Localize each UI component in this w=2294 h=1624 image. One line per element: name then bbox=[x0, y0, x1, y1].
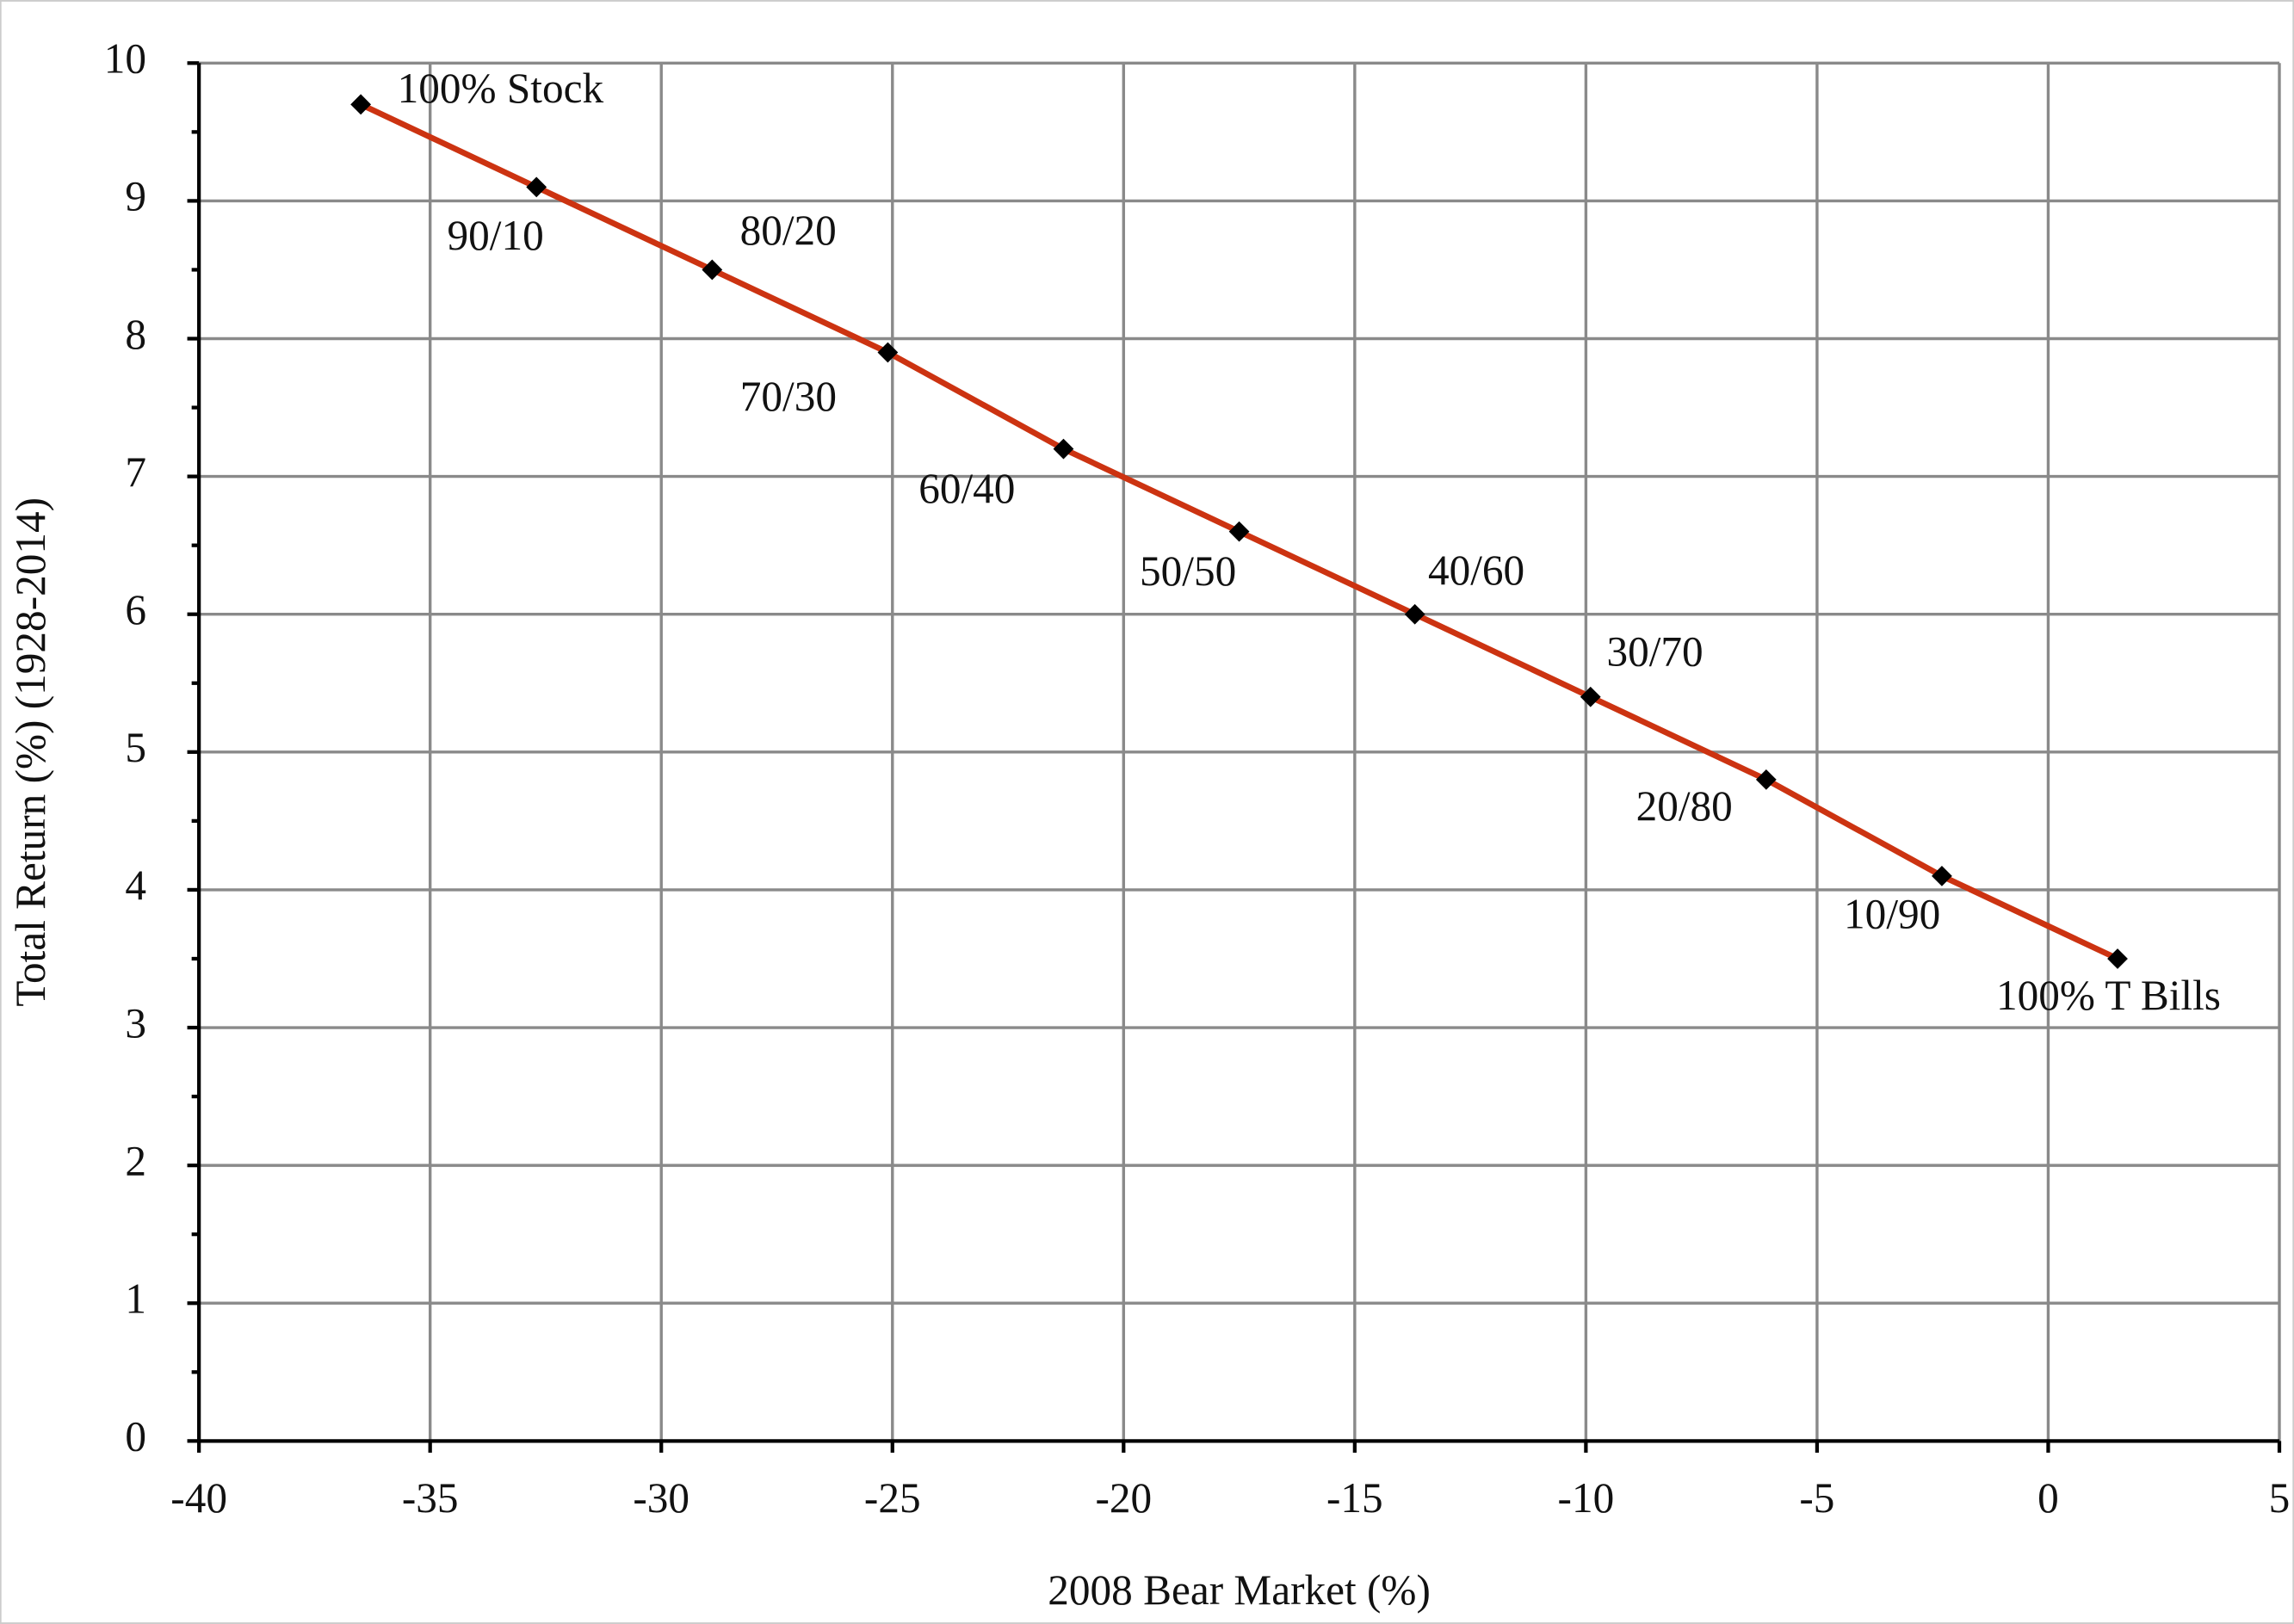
point-label: 80/20 bbox=[740, 207, 837, 254]
x-tick-label: -20 bbox=[1095, 1474, 1152, 1522]
point-label: 50/50 bbox=[1140, 547, 1236, 595]
data-point bbox=[2107, 948, 2128, 969]
y-tick-label: 2 bbox=[125, 1137, 146, 1184]
point-label: 40/60 bbox=[1428, 546, 1524, 594]
point-label: 20/80 bbox=[1636, 782, 1733, 830]
point-label: 60/40 bbox=[918, 465, 1015, 512]
data-point bbox=[526, 176, 547, 198]
data-point bbox=[1755, 769, 1777, 790]
point-label: 90/10 bbox=[448, 212, 544, 259]
y-tick-label: 0 bbox=[125, 1413, 146, 1460]
y-tick-label: 1 bbox=[125, 1275, 146, 1323]
data-point bbox=[1580, 686, 1601, 707]
y-tick-label: 8 bbox=[125, 311, 146, 358]
y-tick-label: 7 bbox=[125, 448, 146, 496]
x-axis-label: 2008 Bear Market (%) bbox=[1048, 1566, 1431, 1614]
x-tick-label: -35 bbox=[402, 1474, 459, 1522]
point-label: 70/30 bbox=[740, 373, 837, 420]
data-point bbox=[1932, 866, 1952, 886]
y-axis-label: Total Return (%) (1928-2014) bbox=[7, 497, 54, 1007]
x-tick-label: -5 bbox=[1799, 1474, 1834, 1522]
point-label: 10/90 bbox=[1844, 891, 1940, 938]
y-tick-label: 10 bbox=[104, 35, 146, 83]
y-tick-label: 5 bbox=[125, 724, 146, 771]
x-tick-label: -30 bbox=[633, 1474, 689, 1522]
data-point bbox=[702, 259, 723, 281]
x-tick-label: 5 bbox=[2269, 1474, 2291, 1522]
x-tick-label: -40 bbox=[170, 1474, 227, 1522]
y-tick-label: 6 bbox=[125, 586, 146, 633]
x-tick-label: 0 bbox=[2037, 1474, 2059, 1522]
x-tick-label: -15 bbox=[1326, 1474, 1383, 1522]
point-label: 100% T Bills bbox=[1996, 972, 2221, 1019]
data-point bbox=[877, 342, 899, 363]
y-tick-label: 9 bbox=[125, 173, 146, 220]
y-tick-label: 3 bbox=[125, 999, 146, 1047]
data-point bbox=[350, 94, 372, 115]
x-tick-label: -25 bbox=[864, 1474, 921, 1522]
x-tick-label: -10 bbox=[1558, 1474, 1615, 1522]
point-label: 30/70 bbox=[1606, 627, 1703, 675]
point-label: 100% Stock bbox=[398, 65, 604, 112]
y-tick-label: 4 bbox=[125, 861, 146, 909]
